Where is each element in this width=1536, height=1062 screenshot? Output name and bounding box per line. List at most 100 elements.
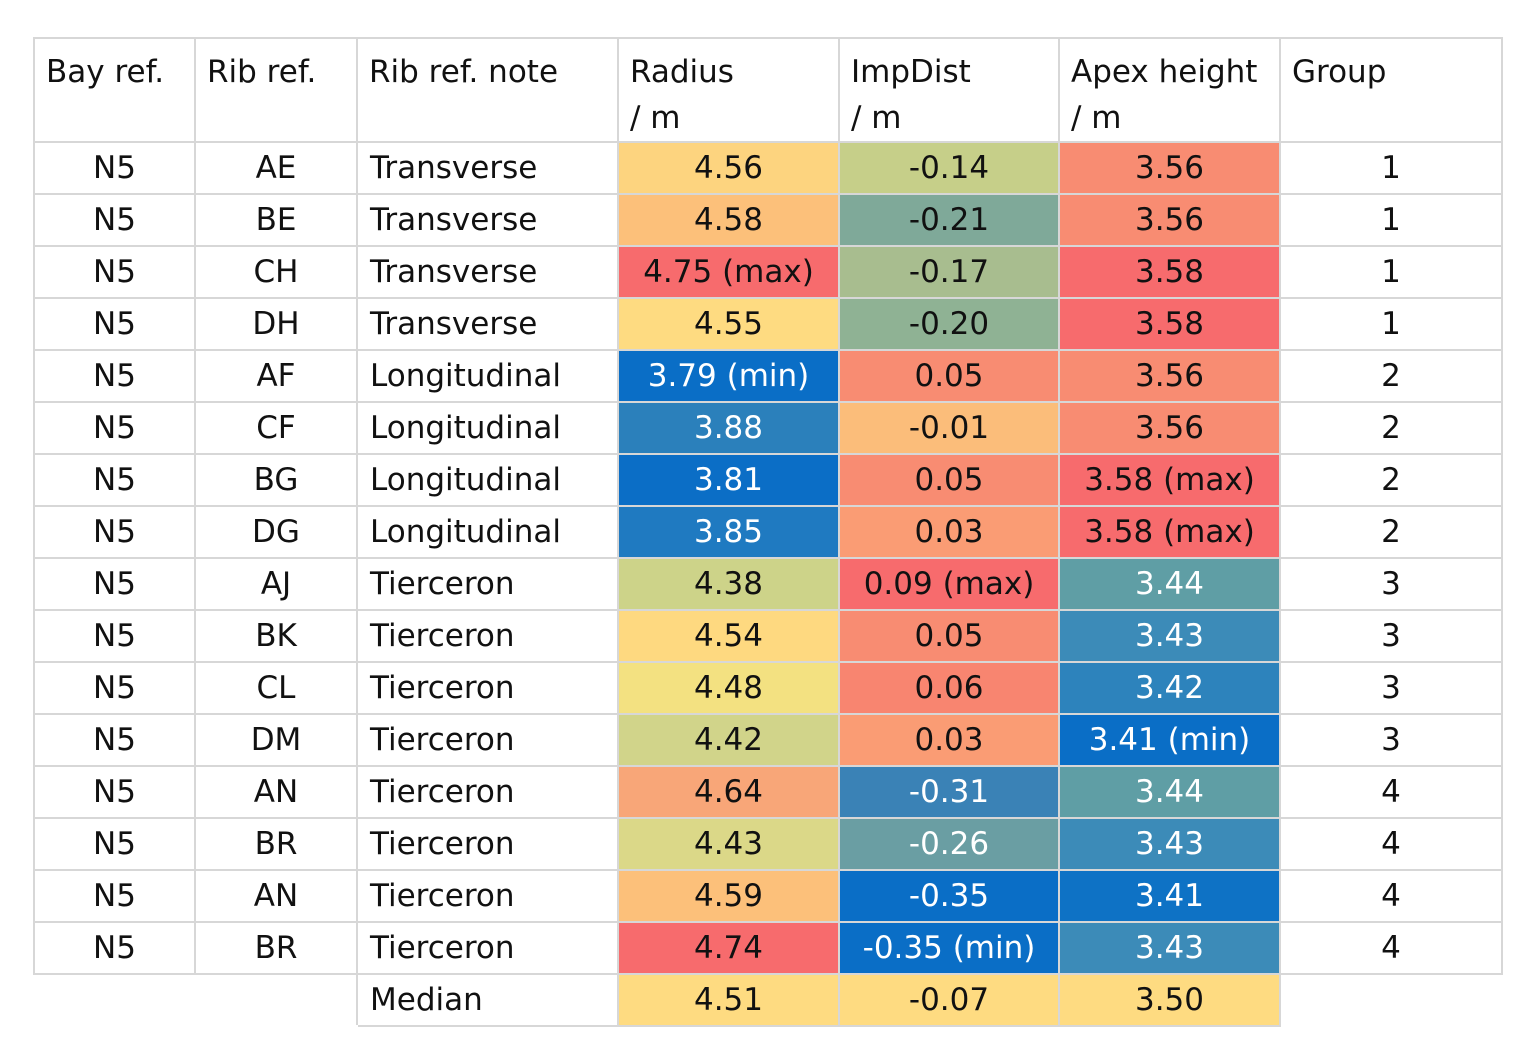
cell-apex: 3.44 xyxy=(1058,557,1281,611)
cell-radius: 4.74 xyxy=(617,921,840,975)
cell-note: Tierceron xyxy=(356,609,619,663)
cell-note: Longitudinal xyxy=(356,349,619,403)
cell-bay: N5 xyxy=(33,297,196,351)
cell-apex: 3.58 (max) xyxy=(1058,505,1281,559)
table-row: N5 CL Tierceron 4.48 0.06 3.42 3 xyxy=(33,661,1503,715)
table-row: N5 AJ Tierceron 4.38 0.09 (max) 3.44 3 xyxy=(33,557,1503,611)
header-label-rib-line-0: Rib ref. xyxy=(207,54,317,90)
cell-radius: 4.55 xyxy=(617,297,840,351)
cell-note: Tierceron xyxy=(356,817,619,871)
cell-note: Tierceron xyxy=(356,557,619,611)
cell-rib: DM xyxy=(194,713,358,767)
cell-bay: N5 xyxy=(33,765,196,819)
cell-apex: 3.56 xyxy=(1058,401,1281,455)
cell-rib: CH xyxy=(194,245,358,299)
cell-radius: 4.38 xyxy=(617,557,840,611)
cell-rib: AJ xyxy=(194,557,358,611)
cell-bay: N5 xyxy=(33,505,196,559)
cell-impdist: -0.17 xyxy=(838,245,1060,299)
median-radius: 4.51 xyxy=(617,973,840,1027)
cell-group: 1 xyxy=(1279,245,1503,299)
cell-group: 1 xyxy=(1279,193,1503,247)
cell-rib: CL xyxy=(194,661,358,715)
cell-bay: N5 xyxy=(33,661,196,715)
cell-impdist: 0.05 xyxy=(838,349,1060,403)
cell-rib: DH xyxy=(194,297,358,351)
cell-radius: 3.88 xyxy=(617,401,840,455)
rib-data-table: Bay ref. Rib ref. Rib ref. note Radius / m Im… xyxy=(33,37,1503,1027)
cell-impdist: -0.26 xyxy=(838,817,1060,871)
cell-bay: N5 xyxy=(33,193,196,247)
cell-group: 3 xyxy=(1279,609,1503,663)
cell-bay: N5 xyxy=(33,245,196,299)
cell-impdist: 0.09 (max) xyxy=(838,557,1060,611)
header-label-group-line-0: Group xyxy=(1292,54,1387,90)
median-apex: 3.50 xyxy=(1058,973,1281,1027)
table-row: N5 AE Transverse 4.56 -0.14 3.56 1 xyxy=(33,141,1503,195)
cell-radius: 3.85 xyxy=(617,505,840,559)
cell-impdist: -0.21 xyxy=(838,193,1060,247)
cell-impdist: 0.05 xyxy=(838,453,1060,507)
cell-note: Tierceron xyxy=(356,661,619,715)
cell-rib: AN xyxy=(194,869,358,923)
cell-group: 2 xyxy=(1279,401,1503,455)
table-row: N5 BG Longitudinal 3.81 0.05 3.58 (max) 2 xyxy=(33,453,1503,507)
table-row: N5 BR Tierceron 4.74 -0.35 (min) 3.43 4 xyxy=(33,921,1503,975)
cell-bay: N5 xyxy=(33,817,196,871)
cell-rib: BR xyxy=(194,921,358,975)
header-cell-group: Group xyxy=(1279,37,1503,143)
cell-apex: 3.56 xyxy=(1058,193,1281,247)
median-blank-cell xyxy=(1279,973,1503,1027)
cell-radius: 3.81 xyxy=(617,453,840,507)
cell-radius: 4.48 xyxy=(617,661,840,715)
table-row: N5 BE Transverse 4.58 -0.21 3.56 1 xyxy=(33,193,1503,247)
header-row: Bay ref. Rib ref. Rib ref. note Radius / m Im… xyxy=(33,37,1503,143)
cell-note: Tierceron xyxy=(356,869,619,923)
cell-group: 1 xyxy=(1279,141,1503,195)
cell-rib: BG xyxy=(194,453,358,507)
cell-radius: 4.43 xyxy=(617,817,840,871)
cell-note: Longitudinal xyxy=(356,401,619,455)
cell-impdist: -0.35 (min) xyxy=(838,921,1060,975)
cell-impdist: -0.14 xyxy=(838,141,1060,195)
cell-rib: AE xyxy=(194,141,358,195)
table-row: N5 AN Tierceron 4.59 -0.35 3.41 4 xyxy=(33,869,1503,923)
table-row: N5 CF Longitudinal 3.88 -0.01 3.56 2 xyxy=(33,401,1503,455)
cell-apex: 3.56 xyxy=(1058,141,1281,195)
cell-note: Longitudinal xyxy=(356,505,619,559)
median-impdist: -0.07 xyxy=(838,973,1060,1027)
cell-radius: 4.75 (max) xyxy=(617,245,840,299)
cell-apex: 3.58 (max) xyxy=(1058,453,1281,507)
table-row: N5 DM Tierceron 4.42 0.03 3.41 (min) 3 xyxy=(33,713,1503,767)
table-body: Bay ref. Rib ref. Rib ref. note Radius / m Im… xyxy=(33,37,1503,1027)
table-row: N5 DG Longitudinal 3.85 0.03 3.58 (max) 2 xyxy=(33,505,1503,559)
cell-bay: N5 xyxy=(33,713,196,767)
cell-bay: N5 xyxy=(33,141,196,195)
cell-impdist: -0.20 xyxy=(838,297,1060,351)
cell-note: Transverse xyxy=(356,141,619,195)
median-row: Median 4.51 -0.07 3.50 xyxy=(33,973,1503,1027)
cell-radius: 3.79 (min) xyxy=(617,349,840,403)
table-row: N5 BK Tierceron 4.54 0.05 3.43 3 xyxy=(33,609,1503,663)
header-label-radius-line-0: Radius xyxy=(630,54,734,90)
table-row: N5 BR Tierceron 4.43 -0.26 3.43 4 xyxy=(33,817,1503,871)
cell-apex: 3.42 xyxy=(1058,661,1281,715)
cell-impdist: 0.03 xyxy=(838,713,1060,767)
cell-apex: 3.58 xyxy=(1058,297,1281,351)
cell-bay: N5 xyxy=(33,869,196,923)
cell-rib: AF xyxy=(194,349,358,403)
cell-impdist: -0.01 xyxy=(838,401,1060,455)
cell-rib: BK xyxy=(194,609,358,663)
cell-note: Longitudinal xyxy=(356,453,619,507)
cell-bay: N5 xyxy=(33,453,196,507)
header-label-impdist-line-1: / m xyxy=(851,100,902,136)
table-row: N5 AN Tierceron 4.64 -0.31 3.44 4 xyxy=(33,765,1503,819)
cell-group: 4 xyxy=(1279,817,1503,871)
cell-radius: 4.58 xyxy=(617,193,840,247)
cell-bay: N5 xyxy=(33,921,196,975)
cell-group: 4 xyxy=(1279,765,1503,819)
header-cell-radius: Radius / m xyxy=(617,37,840,143)
table-row: N5 CH Transverse 4.75 (max) -0.17 3.58 1 xyxy=(33,245,1503,299)
cell-rib: AN xyxy=(194,765,358,819)
cell-group: 3 xyxy=(1279,661,1503,715)
